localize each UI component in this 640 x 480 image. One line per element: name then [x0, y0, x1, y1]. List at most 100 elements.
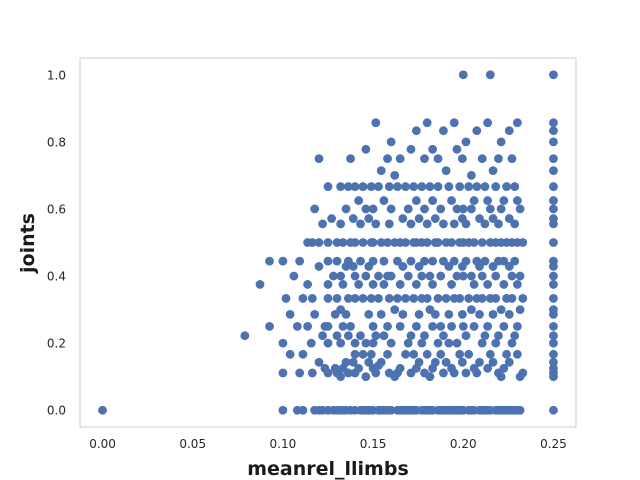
- data-point: [361, 372, 371, 382]
- data-point: [395, 280, 405, 289]
- data-point: [292, 321, 302, 331]
- data-point: [417, 182, 427, 191]
- data-point: [512, 196, 522, 205]
- data-point: [384, 294, 394, 303]
- data-point: [376, 238, 386, 247]
- data-point: [480, 219, 490, 229]
- data-point: [475, 214, 484, 223]
- data-point: [350, 338, 360, 348]
- data-point: [403, 338, 413, 348]
- data-point: [549, 309, 558, 319]
- data-point: [504, 262, 514, 271]
- data-point: [436, 321, 446, 331]
- data-point: [98, 405, 107, 415]
- data-point: [472, 126, 482, 136]
- data-point: [483, 321, 493, 331]
- data-point: [366, 349, 376, 359]
- data-point: [515, 204, 525, 214]
- data-point: [485, 204, 495, 214]
- data-point: [428, 256, 438, 266]
- data-point: [390, 171, 400, 180]
- data-point: [350, 238, 360, 247]
- data-point: [314, 357, 324, 367]
- data-point: [361, 271, 371, 281]
- data-point: [368, 256, 378, 266]
- data-point: [409, 182, 419, 191]
- data-point: [307, 368, 317, 378]
- data-point: [499, 363, 509, 373]
- data-point: [366, 294, 376, 303]
- data-point: [491, 294, 501, 303]
- data-point: [444, 309, 454, 319]
- data-point: [354, 280, 364, 289]
- x-tick-label: 0.05: [179, 437, 206, 451]
- data-point: [549, 126, 558, 136]
- data-point: [449, 368, 459, 378]
- data-point: [452, 204, 462, 214]
- x-tick-label: 0.15: [360, 437, 387, 451]
- data-point: [278, 338, 288, 348]
- data-point: [466, 171, 476, 180]
- data-point: [281, 294, 291, 303]
- data-point: [420, 331, 429, 341]
- data-point: [549, 349, 558, 359]
- data-point: [379, 196, 389, 205]
- data-point: [318, 331, 327, 341]
- data-point: [457, 154, 467, 164]
- data-point: [488, 357, 498, 367]
- data-point: [475, 262, 484, 271]
- data-point: [306, 338, 316, 348]
- data-point: [510, 331, 520, 341]
- data-point: [374, 294, 383, 303]
- data-point: [549, 182, 558, 191]
- data-point: [480, 182, 490, 191]
- data-point: [477, 154, 487, 164]
- data-point: [420, 256, 429, 266]
- data-point: [488, 262, 498, 271]
- data-point: [383, 238, 392, 247]
- data-point: [398, 309, 408, 319]
- data-point: [433, 294, 443, 303]
- data-point: [323, 338, 333, 348]
- data-point: [314, 238, 324, 247]
- data-point: [343, 331, 353, 341]
- data-point: [364, 214, 374, 223]
- data-point: [433, 338, 443, 348]
- data-point: [477, 338, 487, 348]
- data-point: [549, 280, 558, 289]
- data-point: [461, 331, 471, 341]
- data-point: [323, 182, 333, 191]
- data-point: [401, 238, 410, 247]
- data-point: [364, 309, 374, 319]
- data-point: [477, 271, 487, 281]
- data-point: [499, 196, 509, 205]
- data-point: [343, 294, 353, 303]
- y-tick-label: 0.0: [47, 404, 66, 418]
- data-point: [458, 321, 468, 331]
- data-point: [441, 357, 451, 367]
- data-point: [376, 309, 386, 319]
- data-point: [295, 368, 305, 378]
- data-point: [417, 338, 427, 348]
- data-point: [515, 405, 525, 415]
- data-point: [371, 118, 381, 128]
- data-point: [383, 321, 392, 331]
- data-point: [504, 309, 514, 319]
- data-point: [414, 357, 424, 367]
- data-point: [393, 182, 402, 191]
- data-point: [406, 219, 416, 229]
- data-point: [348, 357, 358, 367]
- data-point: [491, 271, 501, 281]
- data-point: [390, 305, 400, 314]
- data-point: [549, 238, 558, 247]
- data-point: [455, 349, 465, 359]
- data-point: [406, 256, 416, 266]
- data-point: [496, 137, 506, 147]
- data-point: [338, 238, 348, 247]
- data-point: [469, 196, 479, 205]
- data-point: [466, 271, 476, 281]
- data-point: [518, 294, 528, 303]
- data-point: [480, 331, 490, 341]
- data-point: [384, 182, 394, 191]
- data-point: [491, 182, 501, 191]
